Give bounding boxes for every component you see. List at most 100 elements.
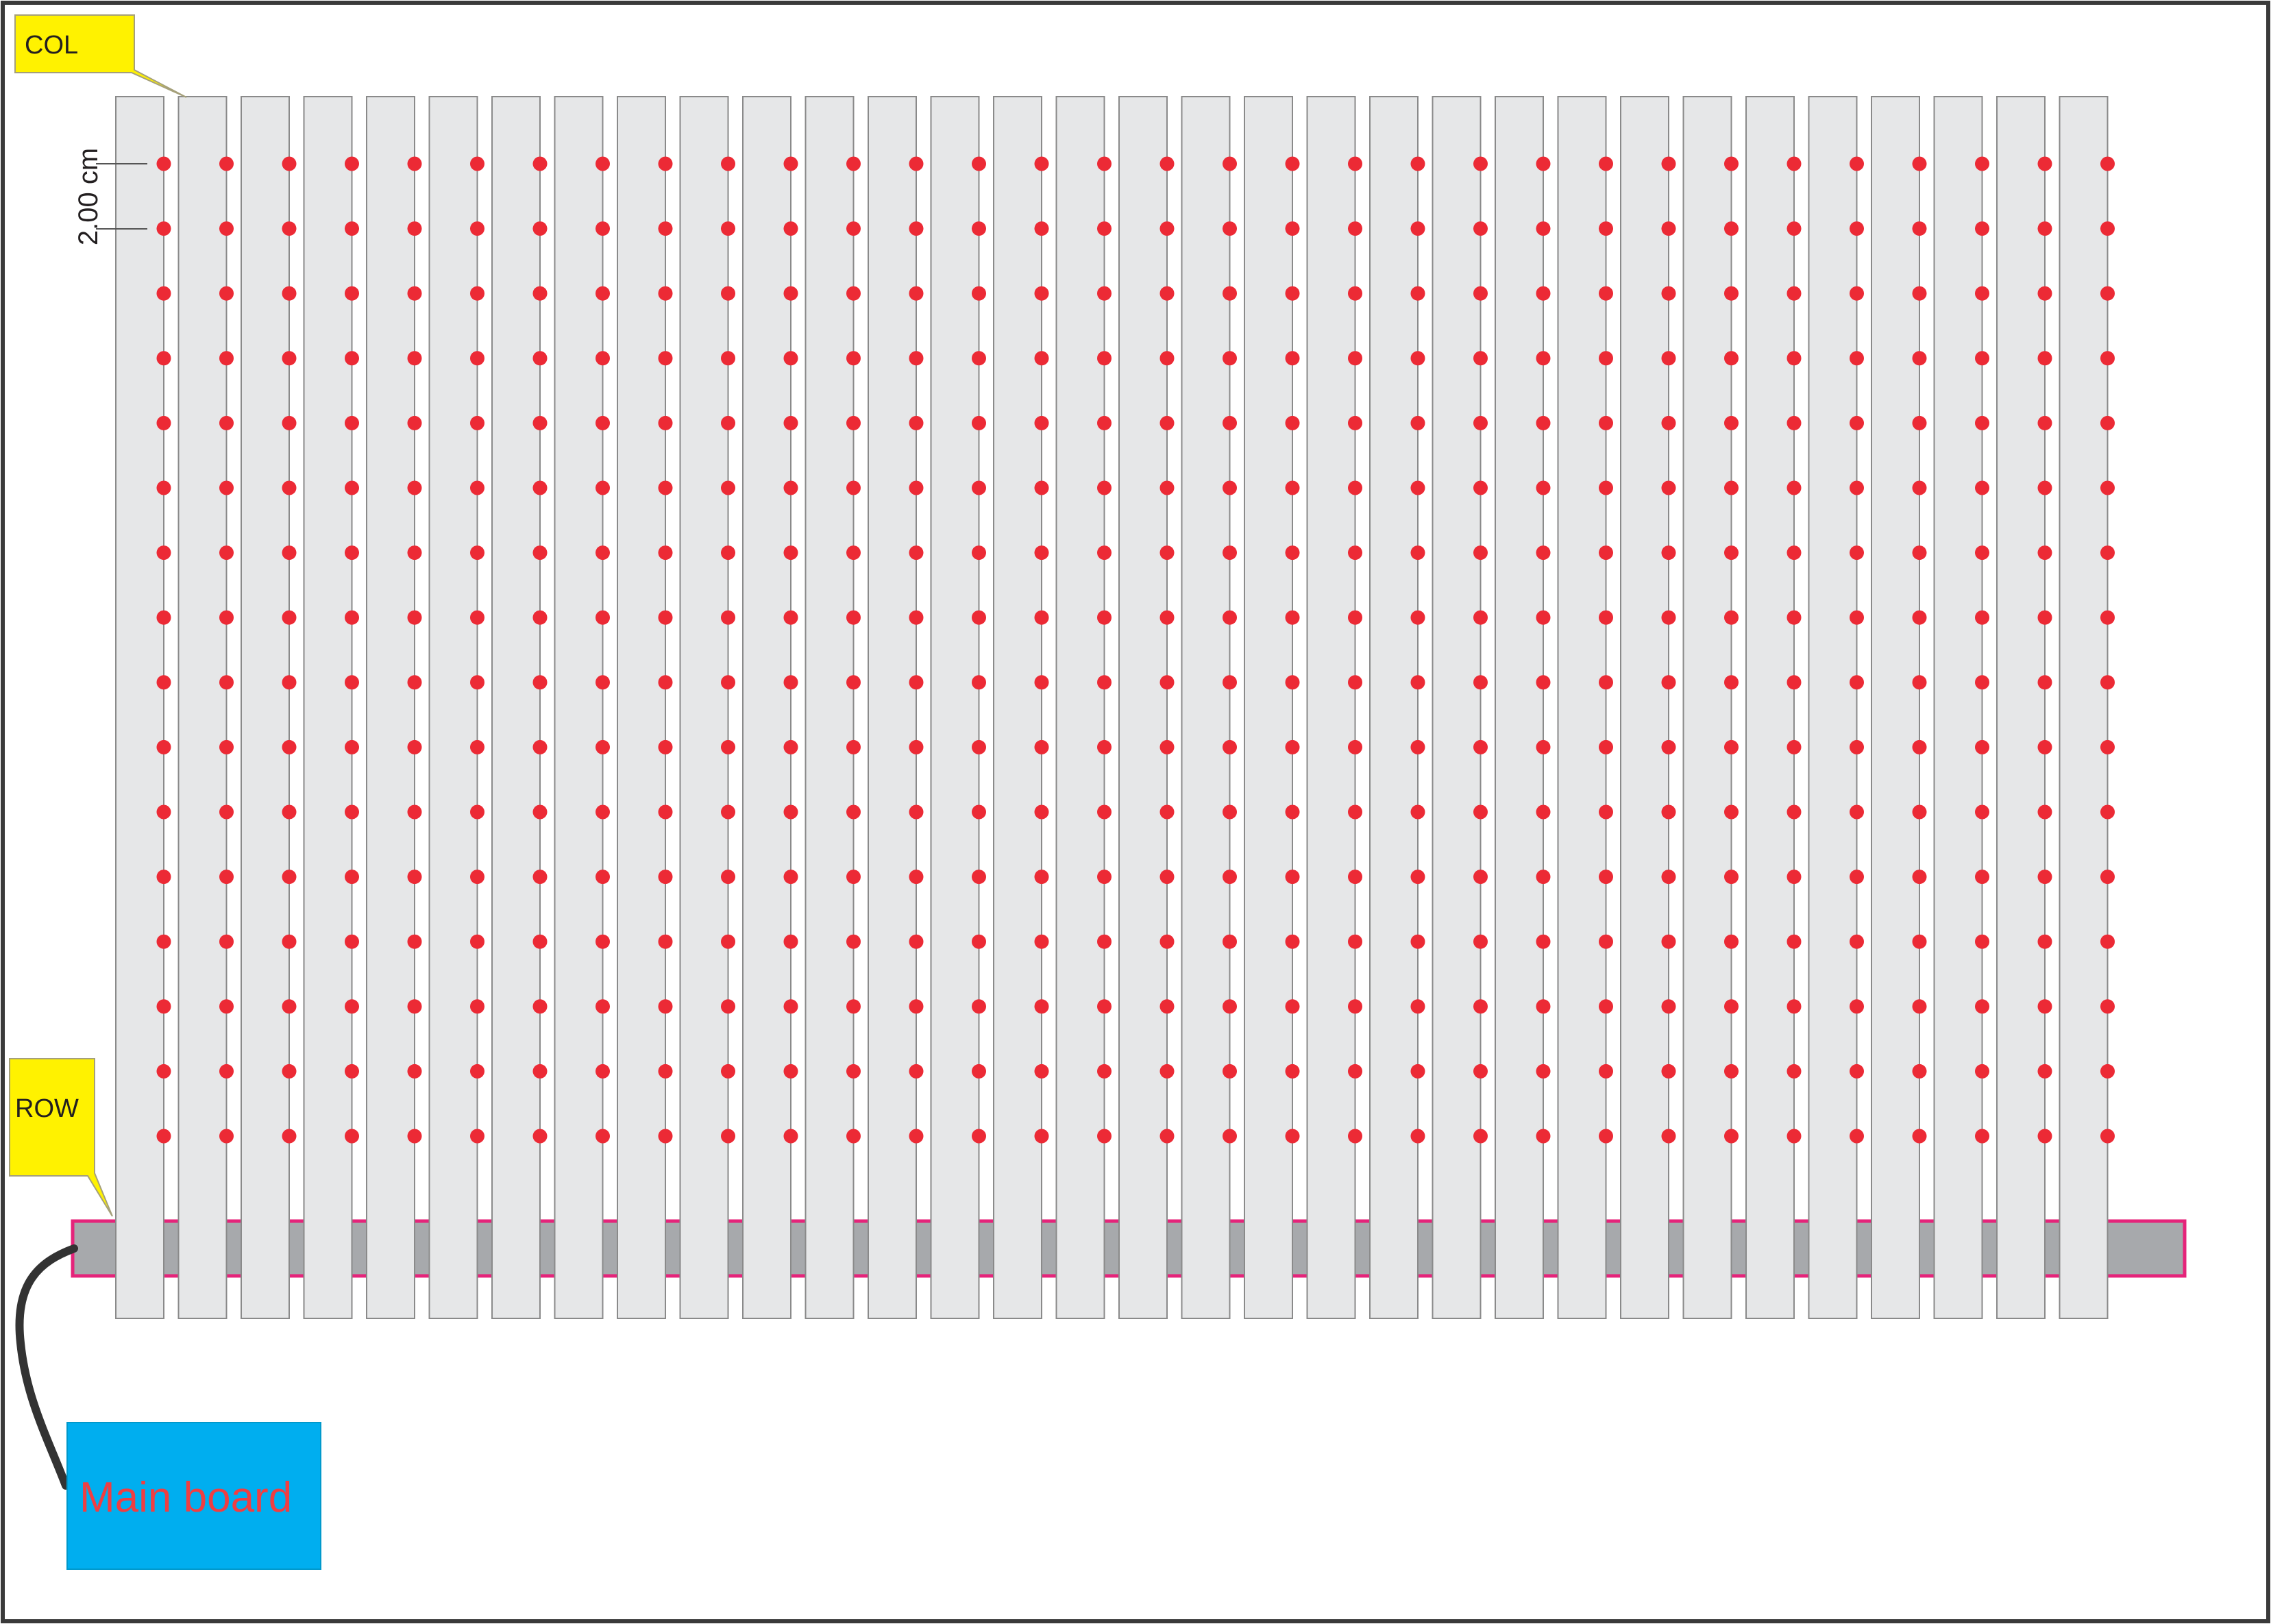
led-dot	[1285, 739, 1300, 754]
led-dot	[407, 1129, 422, 1144]
led-dot	[1724, 934, 1739, 949]
led-dot	[1661, 999, 1676, 1014]
led-dot	[1661, 480, 1676, 495]
led-dot	[783, 675, 798, 690]
led-dot	[219, 221, 234, 236]
led-dot	[1787, 934, 1802, 949]
led-dot	[846, 545, 861, 561]
led-dot	[345, 1063, 359, 1079]
column-strip	[930, 96, 980, 1319]
led-dot	[1661, 675, 1676, 690]
led-dot	[470, 870, 484, 885]
led-dot	[658, 156, 673, 171]
led-dot	[1097, 999, 1112, 1014]
column-strip	[1181, 96, 1231, 1319]
led-dot	[156, 739, 171, 754]
led-dot	[1975, 156, 1989, 171]
led-dot	[1724, 286, 1739, 301]
column-strip	[1557, 96, 1607, 1319]
led-dot	[1724, 480, 1739, 495]
led-dot	[1536, 480, 1551, 495]
led-dot	[783, 1129, 798, 1144]
led-dot	[1034, 804, 1049, 820]
led-dot	[1473, 675, 1488, 690]
led-dot	[2037, 1063, 2052, 1079]
led-dot	[219, 1129, 234, 1144]
led-dot	[658, 1129, 673, 1144]
led-dot	[1348, 999, 1362, 1014]
led-dot	[1536, 675, 1551, 690]
led-dot	[1975, 415, 1989, 430]
led-dot	[1599, 999, 1613, 1014]
led-dot	[846, 351, 861, 366]
led-dot	[1850, 675, 1864, 690]
led-dot	[783, 870, 798, 885]
led-dot	[596, 610, 610, 625]
led-dot	[1159, 480, 1175, 495]
led-dot	[596, 934, 610, 949]
led-dot	[1348, 156, 1362, 171]
led-dot	[846, 480, 861, 495]
led-dot	[407, 934, 422, 949]
led-dot	[1097, 545, 1112, 561]
led-dot	[1034, 870, 1049, 885]
led-dot	[1912, 934, 1927, 949]
led-dot	[658, 351, 673, 366]
led-dot	[345, 739, 359, 754]
led-dot	[2100, 934, 2115, 949]
led-dot	[1912, 870, 1927, 885]
led-dot	[2037, 156, 2052, 171]
led-dot	[1285, 156, 1300, 171]
led-dot	[1975, 870, 1989, 885]
led-dot	[470, 739, 484, 754]
led-dot	[909, 739, 924, 754]
led-dot	[1850, 739, 1864, 754]
led-dot	[2100, 351, 2115, 366]
led-dot	[1850, 999, 1864, 1014]
led-dot	[1097, 739, 1112, 754]
led-dot	[1097, 804, 1112, 820]
column-strip	[1118, 96, 1168, 1319]
led-dot	[1536, 286, 1551, 301]
led-dot	[1599, 739, 1613, 754]
led-dot	[1536, 221, 1551, 236]
led-dot	[972, 999, 986, 1014]
led-dot	[658, 999, 673, 1014]
led-dot	[1097, 675, 1112, 690]
led-dot	[721, 934, 735, 949]
led-dot	[1097, 156, 1112, 171]
led-dot	[1034, 934, 1049, 949]
led-dot	[532, 480, 548, 495]
led-dot	[345, 870, 359, 885]
led-dot	[532, 804, 548, 820]
led-dot	[1223, 480, 1237, 495]
led-dot	[658, 480, 673, 495]
led-dot	[1912, 286, 1927, 301]
led-dot	[1159, 870, 1175, 885]
led-dot	[2100, 804, 2115, 820]
led-dot	[2100, 1129, 2115, 1144]
led-dot	[470, 156, 484, 171]
led-dot	[1975, 351, 1989, 366]
led-dot	[596, 1129, 610, 1144]
led-dot	[1410, 480, 1425, 495]
led-dot	[1787, 675, 1802, 690]
led-dot	[1159, 156, 1175, 171]
led-dot	[1975, 610, 1989, 625]
led-dot	[1285, 610, 1300, 625]
led-dot	[470, 804, 484, 820]
led-dot	[1599, 870, 1613, 885]
led-dot	[1473, 415, 1488, 430]
led-dot	[2037, 870, 2052, 885]
led-dot	[972, 610, 986, 625]
led-dot	[345, 415, 359, 430]
led-dot	[1348, 286, 1362, 301]
led-dot	[1724, 1063, 1739, 1079]
led-dot	[972, 221, 986, 236]
led-dot	[156, 1129, 171, 1144]
led-dot	[721, 415, 735, 430]
led-dot	[2100, 415, 2115, 430]
col-callout-shape	[14, 14, 187, 98]
column-strip	[1432, 96, 1482, 1319]
led-dot	[1599, 480, 1613, 495]
